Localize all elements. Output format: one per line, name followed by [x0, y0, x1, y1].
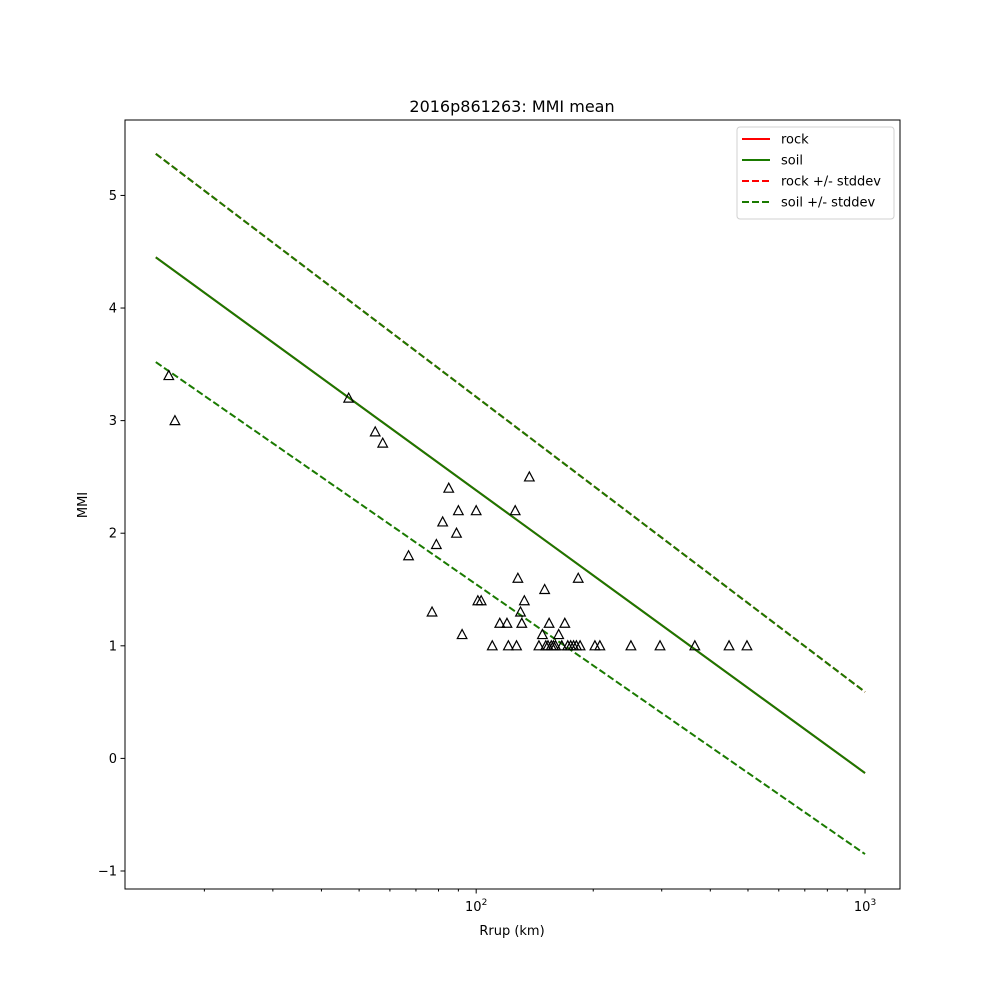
- data-point-20: [509, 504, 522, 516]
- data-point-50: [723, 639, 735, 651]
- data-point-28: [536, 628, 549, 640]
- chart-title: 2016p861263: MMI mean: [409, 97, 614, 116]
- data-point-1: [169, 414, 181, 426]
- y-tick-label-0: −1: [98, 864, 117, 879]
- data-point-24: [515, 617, 528, 628]
- y-tick-label-1: 0: [109, 752, 117, 767]
- data-point-35: [549, 639, 562, 651]
- data-point-47: [625, 639, 637, 651]
- data-point-12: [456, 628, 468, 640]
- data-point-19: [502, 639, 515, 651]
- data-point-3: [369, 425, 382, 437]
- legend: rock soil rock +/- stddev soil +/- stddev: [736, 126, 895, 220]
- data-point-25: [518, 594, 531, 606]
- series-line-3: [155, 152, 866, 693]
- data-point-4: [376, 436, 389, 448]
- y-tick-label-3: 2: [109, 527, 117, 542]
- data-point-7: [430, 538, 443, 550]
- data-point-13: [470, 504, 482, 516]
- data-point-15: [475, 594, 487, 606]
- data-point-46: [594, 639, 606, 651]
- data-point-18: [501, 617, 513, 628]
- data-point-21: [510, 639, 523, 651]
- data-point-22: [512, 571, 524, 583]
- data-point-27: [533, 639, 545, 651]
- legend-label-3: soil +/- stddev: [781, 196, 876, 211]
- data-point-37: [555, 639, 568, 651]
- data-point-23: [514, 605, 527, 617]
- data-point-0: [162, 369, 175, 381]
- data-point-2: [342, 391, 355, 403]
- data-point-6: [426, 605, 438, 617]
- data-point-5: [402, 549, 415, 561]
- data-point-16: [486, 639, 499, 651]
- x-axis-label: Rrup (km): [479, 924, 544, 939]
- data-point-9: [442, 481, 455, 493]
- y-tick-label-2: 1: [109, 639, 117, 654]
- plot-frame: [124, 119, 901, 890]
- legend-label-1: soil: [781, 154, 803, 169]
- x-tick-label-1: 103: [854, 898, 876, 915]
- data-point-51: [741, 639, 753, 651]
- lines-layer: [155, 152, 866, 855]
- data-point-44: [574, 639, 586, 651]
- data-point-11: [452, 504, 465, 516]
- data-point-10: [450, 526, 463, 538]
- y-tick-label-6: 5: [109, 189, 117, 204]
- data-point-8: [436, 515, 449, 527]
- x-tick-label-0: 102: [465, 898, 487, 915]
- data-point-26: [523, 470, 536, 482]
- data-point-38: [558, 617, 571, 628]
- y-tick-label-4: 3: [109, 414, 117, 429]
- data-point-17: [493, 617, 506, 628]
- legend-box: [736, 126, 895, 220]
- x-axis: 102 103: [203, 889, 876, 915]
- data-point-49: [689, 639, 701, 651]
- legend-label-0: rock: [781, 133, 809, 148]
- legend-label-2: rock +/- stddev: [781, 175, 881, 190]
- data-point-43: [572, 571, 585, 583]
- y-axis-label: MMI: [76, 492, 91, 518]
- data-point-29: [538, 583, 551, 595]
- data-point-36: [552, 628, 565, 640]
- y-axis: −1 0 1 2 3 4 5: [98, 189, 125, 879]
- points-layer: [162, 369, 753, 651]
- data-point-32: [543, 617, 555, 628]
- data-point-48: [654, 639, 666, 651]
- series-line-4: [155, 361, 866, 855]
- y-tick-label-5: 4: [109, 302, 117, 317]
- data-point-45: [589, 639, 601, 651]
- plot-area: [155, 152, 866, 855]
